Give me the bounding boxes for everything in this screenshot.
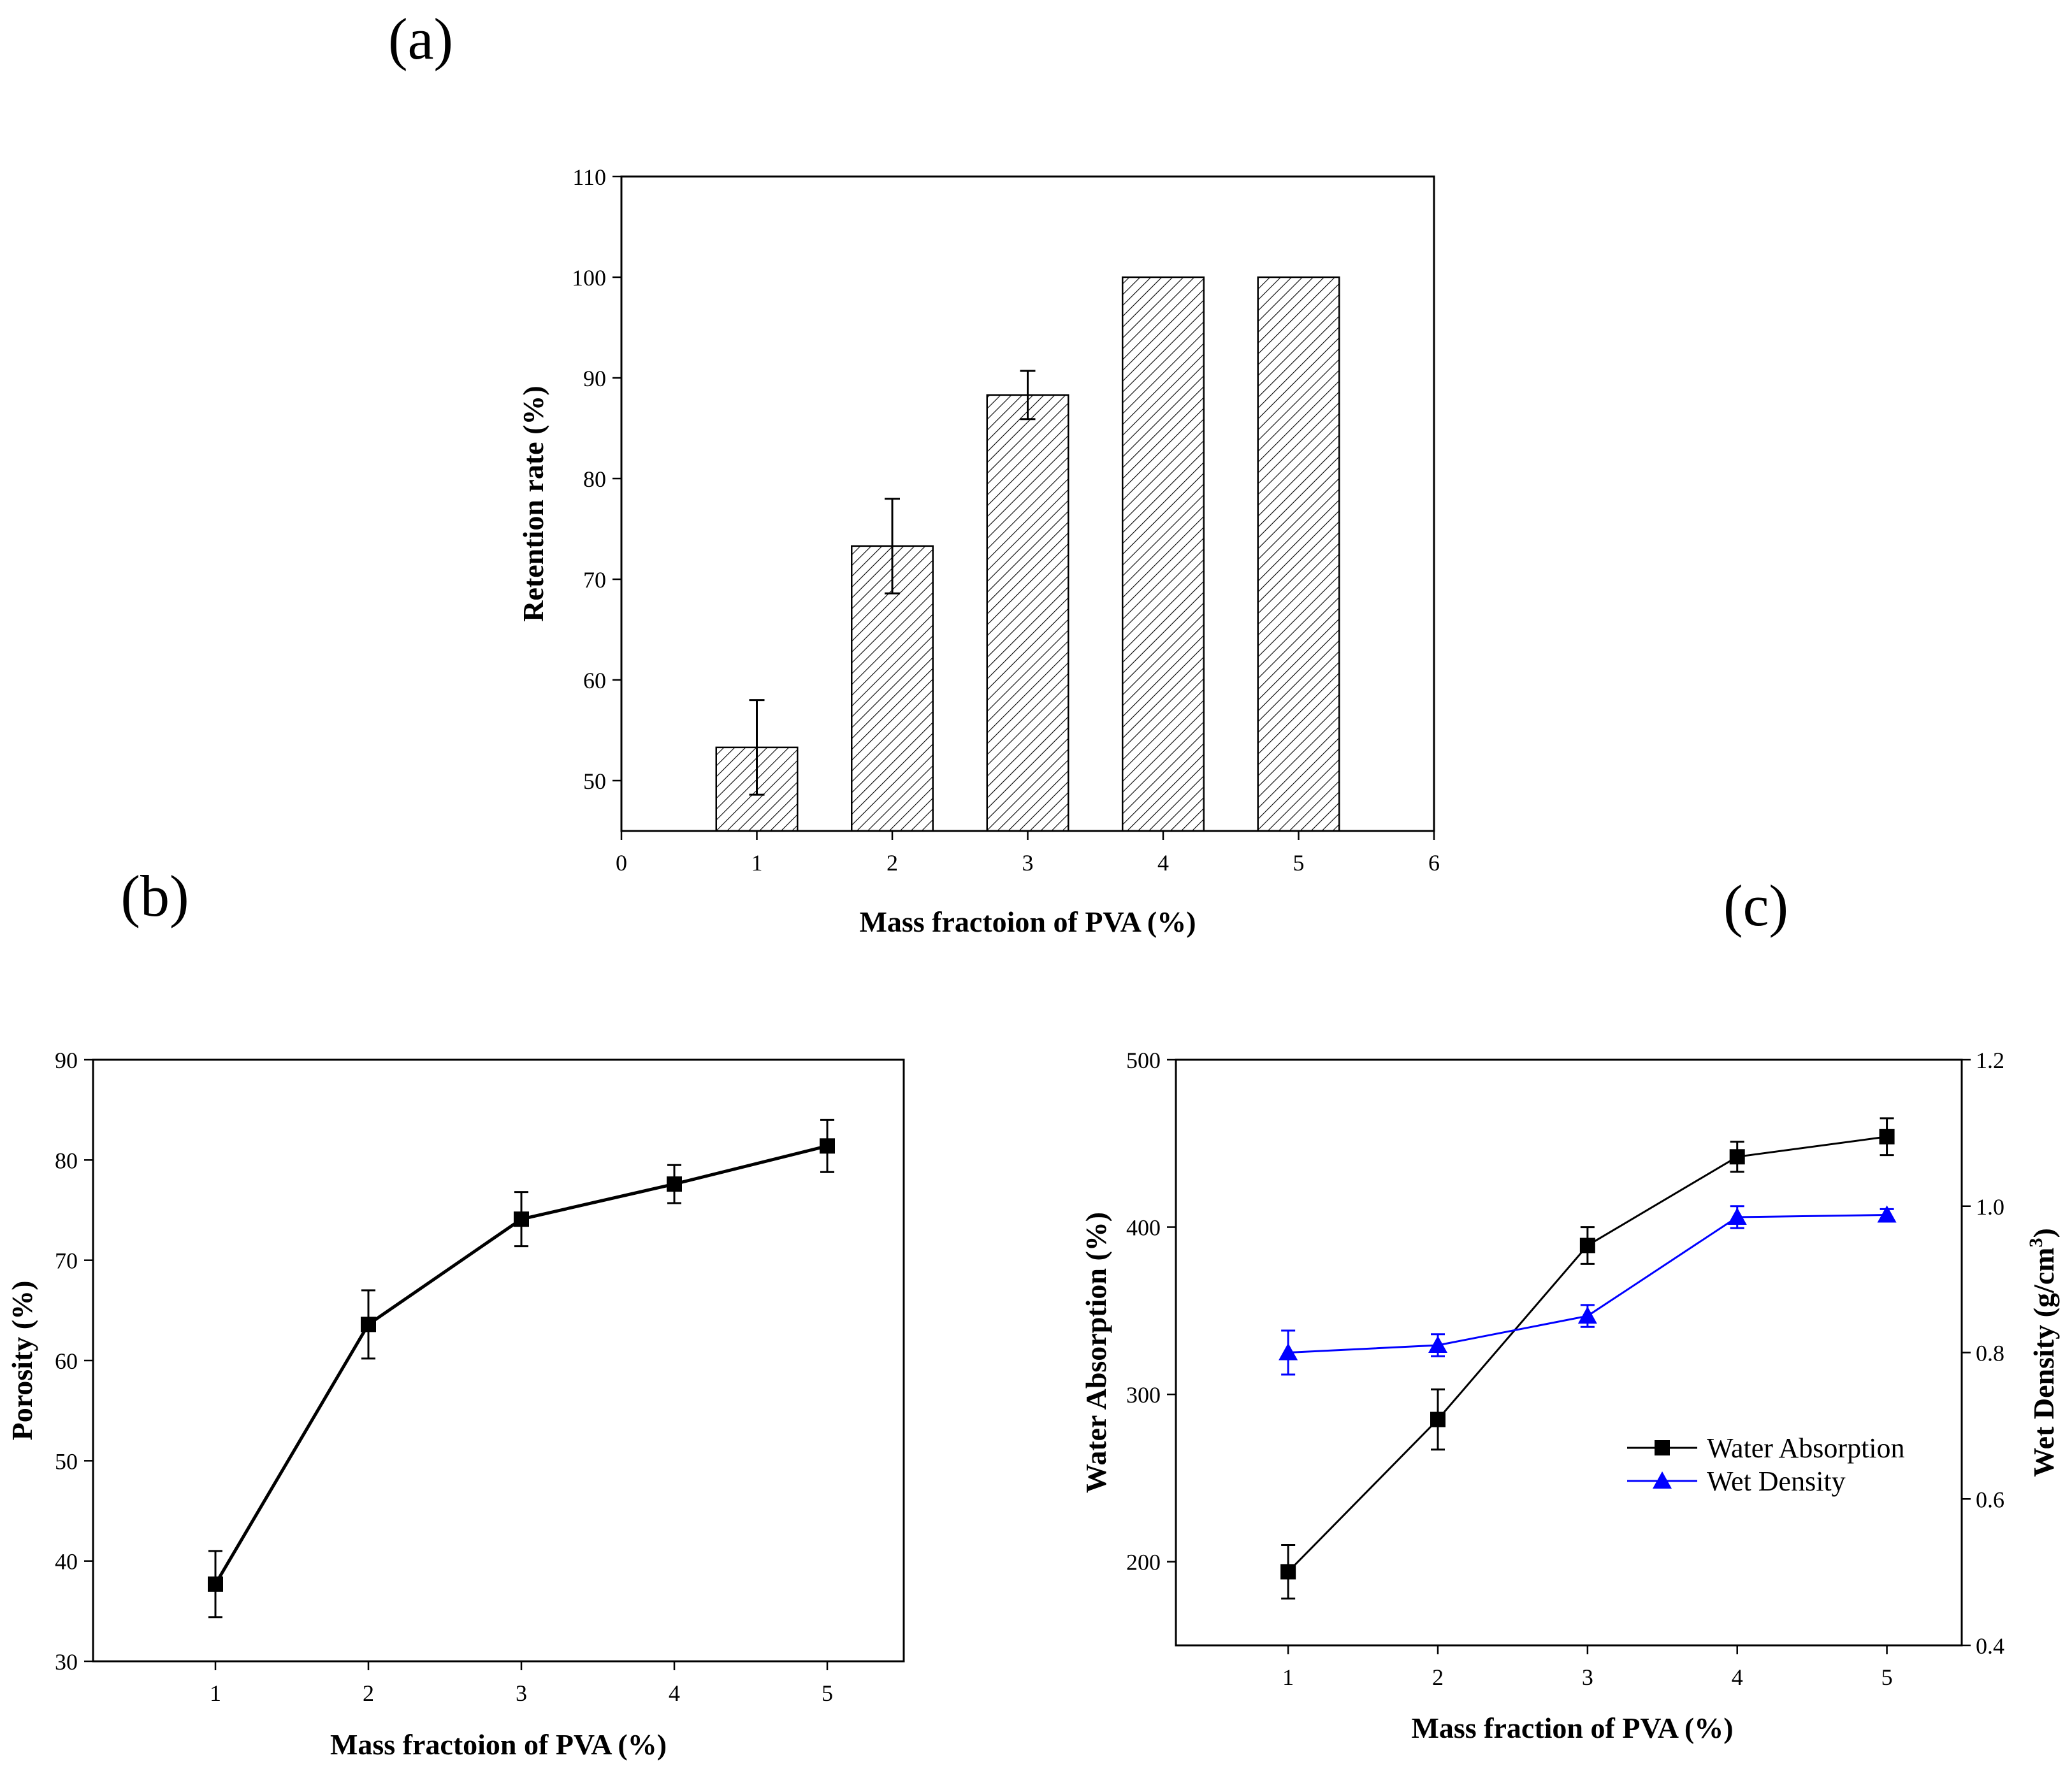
chart-c-y-tick-label: 500 (1126, 1048, 1161, 1073)
chart-a-y-tick-label: 80 (583, 466, 606, 492)
bar-3 (986, 394, 1069, 832)
chart-c-x-tick-label: 4 (1732, 1664, 1743, 1690)
legend-label-1: Water Absorption (1707, 1433, 1905, 1464)
chart-b-x-tick-label: 1 (210, 1680, 221, 1706)
bar-4 (1122, 276, 1205, 832)
chart-c-y-axis-title: Water Absorption (%) (1080, 1212, 1112, 1493)
chart-c-y2-axis-title: Wet Density (g/cm3) (2025, 1228, 2060, 1477)
chart-a-y-tick-label: 90 (583, 366, 606, 391)
chart-c-y2-axis-title-end: ) (2027, 1228, 2060, 1238)
chart-a-y-tick-label: 70 (583, 567, 606, 593)
chart-a-x-tick-label: 6 (1428, 850, 1440, 876)
chart-a-y-tick-label: 60 (583, 668, 606, 693)
chart-a-y-axis-title: Retention rate (%) (517, 386, 549, 621)
water-absorption-point-2 (1430, 1412, 1445, 1427)
chart-b-porosity: 1 2 3 4 5 30 40 50 60 70 80 90 Mass fractoion of PVA… (6, 1048, 905, 1761)
wet-density-point-5 (1877, 1205, 1897, 1223)
porosity-point-1 (208, 1576, 223, 1592)
chart-c-x-tick-label: 1 (1282, 1664, 1294, 1690)
chart-b-y-tick-label: 80 (55, 1148, 78, 1173)
chart-b-y-tick-label: 90 (55, 1048, 78, 1073)
water-absorption-point-1 (1280, 1564, 1296, 1580)
wet-density-point-1 (1279, 1343, 1298, 1361)
chart-a-x-tick-label: 5 (1293, 850, 1305, 876)
chart-b-x-tick-label: 2 (363, 1680, 374, 1706)
chart-c-y2-tick-label: 1.0 (1976, 1194, 2004, 1220)
water-absorption-point-3 (1579, 1238, 1595, 1253)
panel-label-b: (b) (120, 863, 189, 928)
chart-a-retention-rate: 0 1 2 3 4 5 6 50 60 70 80 90 100 110 Mass fractoion of… (517, 164, 1440, 938)
chart-b-x-tick-label: 5 (822, 1680, 833, 1706)
legend-label-2: Wet Density (1707, 1466, 1846, 1497)
chart-c-x-tick-label: 5 (1881, 1664, 1893, 1690)
chart-b-y-tick-label: 70 (55, 1248, 78, 1274)
chart-a-y-tick-label: 50 (583, 769, 606, 794)
chart-c-y2-axis-title-main: Wet Density (g/cm (2027, 1248, 2060, 1477)
chart-c-y2-tick-label: 1.2 (1976, 1048, 2004, 1073)
chart-c-y-tick-label: 300 (1126, 1382, 1161, 1408)
chart-b-y-tick-label: 60 (55, 1348, 78, 1374)
chart-a-x-axis-title: Mass fractoion of PVA (%) (859, 906, 1196, 938)
water-absorption-point-5 (1879, 1129, 1895, 1144)
chart-a-y-tick-label: 110 (572, 164, 606, 190)
chart-a-y-tick-label: 100 (572, 265, 606, 291)
porosity-point-5 (820, 1138, 835, 1154)
porosity-point-4 (667, 1176, 682, 1192)
chart-c-x-tick-label: 3 (1582, 1664, 1593, 1690)
chart-b-y-tick-label: 50 (55, 1448, 78, 1474)
chart-a-x-tick-label: 3 (1022, 850, 1034, 876)
chart-b-x-tick-label: 3 (516, 1680, 527, 1706)
chart-c-y2-tick-label: 0.8 (1976, 1341, 2004, 1366)
chart-a-x-tick-label: 4 (1157, 850, 1169, 876)
chart-b-y-axis-title: Porosity (%) (6, 1281, 38, 1441)
chart-c-y2-tick-label: 0.6 (1976, 1487, 2004, 1512)
chart-b-y-tick-label: 30 (55, 1649, 78, 1675)
water-absorption-line (1287, 1136, 1887, 1573)
wet-density-point-2 (1428, 1336, 1447, 1354)
chart-a-x-tick-label: 1 (751, 850, 763, 876)
wet-density-point-4 (1727, 1207, 1747, 1225)
porosity-point-3 (514, 1211, 529, 1227)
legend-marker-2 (1653, 1471, 1672, 1489)
chart-c-y-tick-label: 200 (1126, 1550, 1161, 1575)
porosity-point-2 (361, 1317, 376, 1332)
chart-c-x-tick-label: 2 (1432, 1664, 1444, 1690)
water-absorption-point-4 (1729, 1149, 1745, 1165)
chart-b-x-tick-label: 4 (669, 1680, 680, 1706)
legend-marker-1 (1655, 1440, 1670, 1455)
chart-c-y2-tick-label: 0.4 (1976, 1633, 2004, 1659)
chart-c-y-tick-label: 400 (1126, 1215, 1161, 1241)
chart-b-y-tick-label: 40 (55, 1549, 78, 1575)
wet-density-point-3 (1577, 1306, 1597, 1324)
panel-label-a: (a) (388, 6, 453, 71)
panel-label-c: (c) (1723, 873, 1788, 938)
chart-b-x-axis-title: Mass fractoion of PVA (%) (330, 1728, 667, 1761)
chart-c-y2-axis-title-sup: 3 (2025, 1238, 2047, 1248)
chart-c-water-absorption-wet-density: 1 2 3 4 5 200 300 400 500 0.4 0.6 0.8 1.0 1.2 Mass fra… (1080, 1048, 2060, 1744)
chart-a-x-tick-label: 2 (887, 850, 898, 876)
bar-5 (1257, 276, 1340, 832)
chart-a-x-tick-label: 0 (616, 850, 627, 876)
chart-c-x-axis-title: Mass fraction of PVA (%) (1411, 1712, 1733, 1744)
